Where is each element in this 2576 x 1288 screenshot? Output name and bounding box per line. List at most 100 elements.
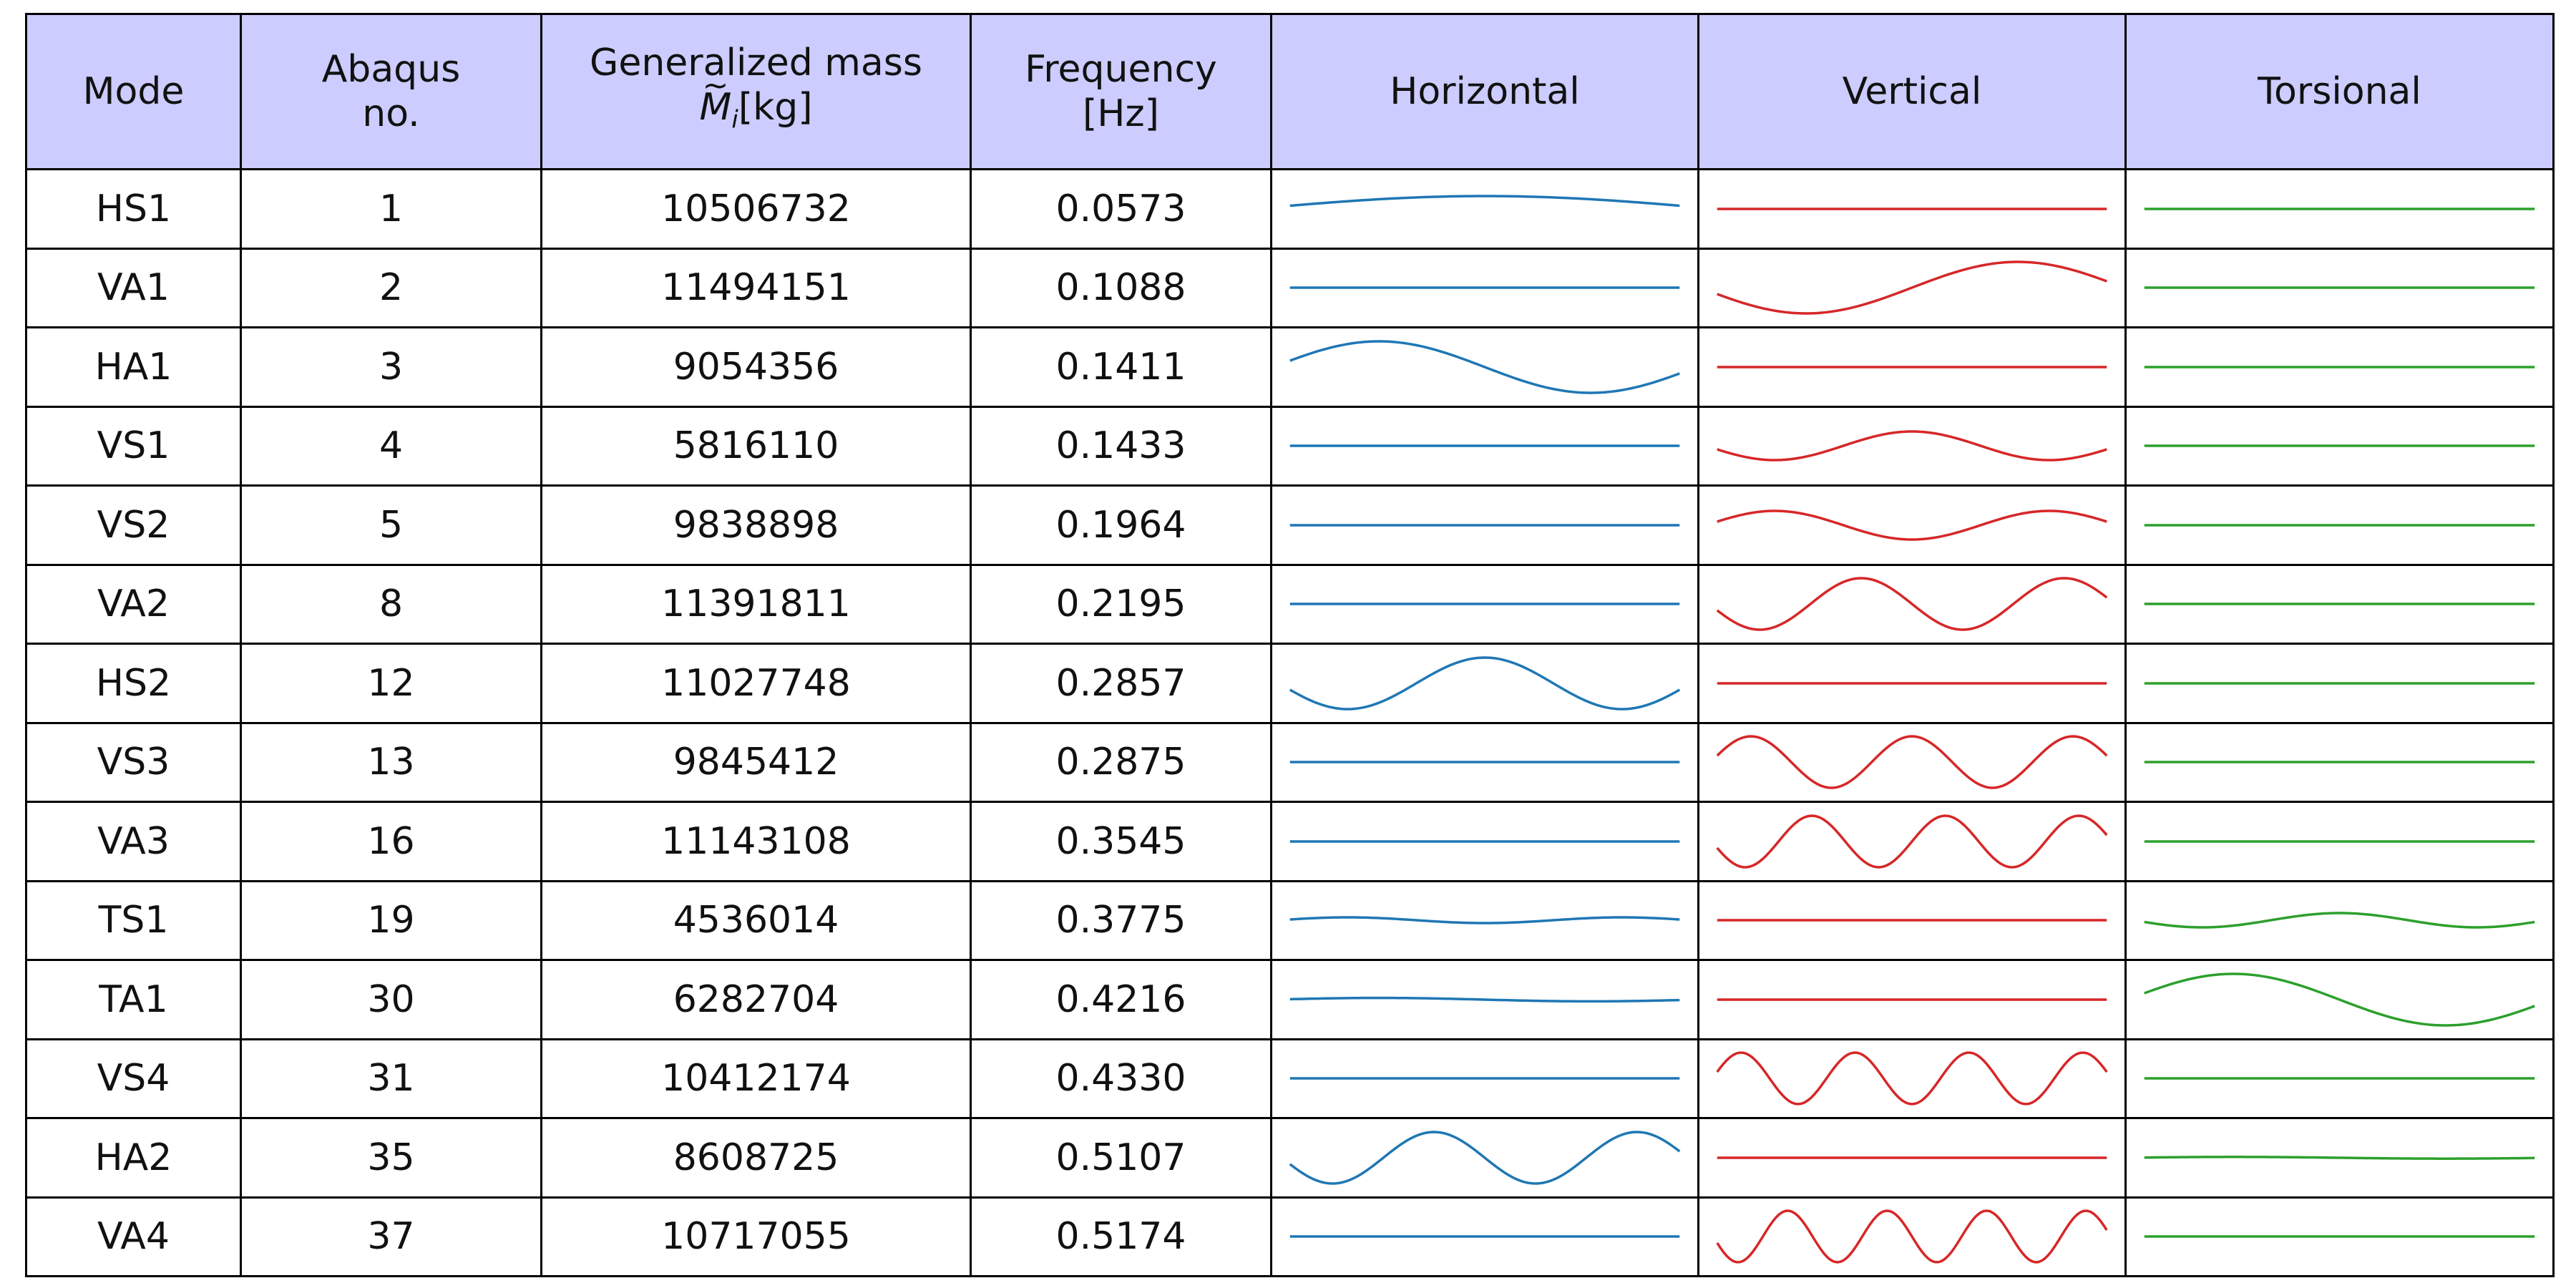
cell-abaqus-no: 35: [240, 1117, 542, 1199]
cell-frequency: 0.2857: [970, 643, 1272, 724]
cell-mode: VA1: [25, 247, 242, 328]
torsional-mode-shape-curve: [2145, 913, 2534, 927]
cell-horizontal-shape: [1270, 1038, 1699, 1119]
torsional-mode-shape-plot: [2127, 804, 2552, 879]
torsional-mode-shape-plot: [2127, 962, 2552, 1037]
table-body: HS1 1 10506732 0.0573 VA1 2 11494151 0.1088 HA1 3…: [25, 168, 2555, 1277]
cell-torsional-shape: [2124, 1038, 2555, 1119]
torsional-mode-shape-plot: [2127, 250, 2552, 325]
cell-frequency: 0.4330: [970, 1038, 1272, 1119]
header-abaqus-line1: Abaqus: [321, 48, 461, 91]
cell-horizontal-shape: [1270, 1196, 1699, 1277]
cell-frequency: 0.2195: [970, 563, 1272, 645]
cell-generalized-mass: 9838898: [540, 484, 972, 566]
cell-abaqus-no: 13: [240, 721, 542, 803]
cell-horizontal-shape: [1270, 247, 1699, 328]
torsional-mode-shape-plot: [2127, 1041, 2552, 1116]
vertical-mode-shape-curve: [1717, 736, 2107, 788]
cell-mode: HA1: [25, 326, 242, 408]
horizontal-mode-shape-plot: [1272, 804, 1697, 879]
vertical-mode-shape-plot: [1699, 409, 2124, 483]
header-mass-line1: Generalized mass: [590, 42, 922, 85]
cell-horizontal-shape: [1270, 801, 1699, 882]
cell-horizontal-shape: [1270, 721, 1699, 803]
horizontal-mode-shape-plot: [1272, 962, 1697, 1037]
cell-torsional-shape: [2124, 405, 2555, 487]
cell-vertical-shape: [1697, 643, 2127, 724]
cell-torsional-shape: [2124, 721, 2555, 803]
horizontal-mode-shape-curve: [1290, 658, 1680, 709]
cell-torsional-shape: [2124, 326, 2555, 408]
cell-vertical-shape: [1697, 405, 2127, 487]
cell-frequency: 0.0573: [970, 168, 1272, 250]
vertical-mode-shape-plot: [1699, 250, 2124, 325]
cell-torsional-shape: [2124, 1196, 2555, 1277]
horizontal-mode-shape-plot: [1272, 172, 1697, 246]
horizontal-mode-shape-plot: [1272, 330, 1697, 404]
cell-horizontal-shape: [1270, 643, 1699, 724]
cell-generalized-mass: 4536014: [540, 879, 972, 961]
mass-symbol: ~ M: [699, 67, 732, 130]
cell-horizontal-shape: [1270, 405, 1699, 487]
cell-mode: VS2: [25, 484, 242, 566]
vertical-mode-shape-plot: [1699, 883, 2124, 957]
cell-frequency: 0.4216: [970, 959, 1272, 1040]
vertical-mode-shape-plot: [1699, 646, 2124, 721]
header-abaqus-no: Abaqus no.: [240, 13, 542, 170]
cell-mode: TA1: [25, 959, 242, 1040]
header-generalized-mass: Generalized mass ~ Mi[kg]: [540, 13, 972, 170]
cell-mode: HA2: [25, 1117, 242, 1199]
cell-mode: VA3: [25, 801, 242, 882]
horizontal-mode-shape-curve: [1290, 341, 1680, 393]
cell-vertical-shape: [1697, 484, 2127, 566]
cell-abaqus-no: 16: [240, 801, 542, 882]
cell-frequency: 0.1433: [970, 405, 1272, 487]
cell-horizontal-shape: [1270, 1117, 1699, 1199]
torsional-mode-shape-curve: [2145, 1157, 2534, 1158]
mass-symbol-letter: M: [699, 86, 732, 130]
table-row: HA2 35 8608725 0.5107: [25, 1117, 2555, 1199]
header-horizontal: Horizontal: [1270, 13, 1699, 170]
cell-generalized-mass: 11027748: [540, 643, 972, 724]
cell-generalized-mass: 5816110: [540, 405, 972, 487]
horizontal-mode-shape-curve: [1290, 997, 1680, 1001]
vertical-mode-shape-plot: [1699, 1121, 2124, 1195]
header-vertical: Vertical: [1697, 13, 2127, 170]
table-row: HS1 1 10506732 0.0573: [25, 168, 2555, 250]
torsional-mode-shape-plot: [2127, 488, 2552, 562]
cell-torsional-shape: [2124, 563, 2555, 645]
cell-vertical-shape: [1697, 168, 2127, 250]
cell-generalized-mass: 9054356: [540, 326, 972, 408]
cell-abaqus-no: 4: [240, 405, 542, 487]
table-row: VS3 13 9845412 0.2875: [25, 721, 2555, 803]
cell-torsional-shape: [2124, 247, 2555, 328]
cell-abaqus-no: 31: [240, 1038, 542, 1119]
vertical-mode-shape-plot: [1699, 488, 2124, 562]
cell-abaqus-no: 8: [240, 563, 542, 645]
cell-generalized-mass: 11143108: [540, 801, 972, 882]
vertical-mode-shape-plot: [1699, 567, 2124, 641]
cell-horizontal-shape: [1270, 563, 1699, 645]
cell-torsional-shape: [2124, 1117, 2555, 1199]
horizontal-mode-shape-curve: [1290, 917, 1680, 923]
cell-mode: VA4: [25, 1196, 242, 1277]
horizontal-mode-shape-plot: [1272, 1121, 1697, 1195]
cell-frequency: 0.5107: [970, 1117, 1272, 1199]
cell-frequency: 0.5174: [970, 1196, 1272, 1277]
cell-mode: VS1: [25, 405, 242, 487]
cell-vertical-shape: [1697, 879, 2127, 961]
cell-mode: VA2: [25, 563, 242, 645]
table-row: VA1 2 11494151 0.1088: [25, 247, 2555, 328]
cell-torsional-shape: [2124, 959, 2555, 1040]
header-freq-line1: Frequency: [1025, 48, 1217, 91]
vertical-mode-shape-curve: [1717, 816, 2107, 867]
cell-frequency: 0.1088: [970, 247, 1272, 328]
table-row: VA4 37 10717055 0.5174: [25, 1196, 2555, 1277]
table-row: VA2 8 11391811 0.2195: [25, 563, 2555, 645]
cell-horizontal-shape: [1270, 484, 1699, 566]
horizontal-mode-shape-plot: [1272, 1041, 1697, 1116]
mass-unit: [kg]: [738, 86, 813, 130]
cell-torsional-shape: [2124, 879, 2555, 961]
cell-abaqus-no: 37: [240, 1196, 542, 1277]
cell-generalized-mass: 8608725: [540, 1117, 972, 1199]
